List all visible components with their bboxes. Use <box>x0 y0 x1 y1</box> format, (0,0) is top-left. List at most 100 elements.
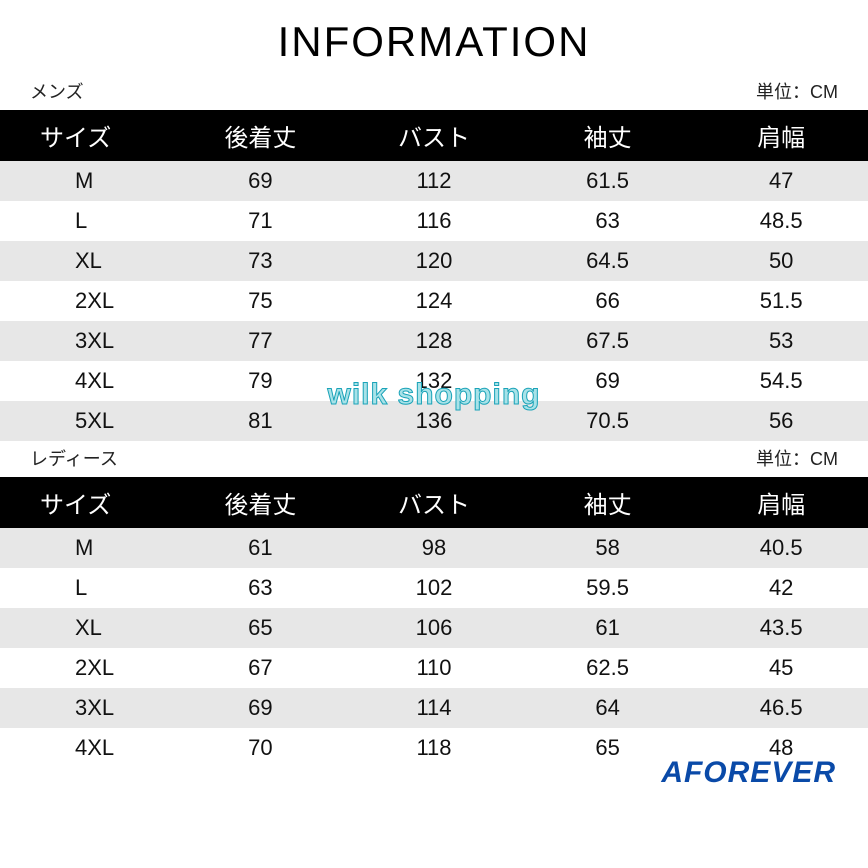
table-cell: 61 <box>521 608 695 648</box>
table-cell: 116 <box>347 201 521 241</box>
table-row: 5XL8113670.556 <box>0 401 868 441</box>
table-cell: 106 <box>347 608 521 648</box>
column-header: 袖丈 <box>521 477 695 528</box>
table-row: M6911261.547 <box>0 161 868 201</box>
table-cell: 67 <box>174 648 348 688</box>
table-row: 2XL6711062.545 <box>0 648 868 688</box>
size-table: サイズ後着丈バスト袖丈肩幅M6911261.547L711166348.5XL7… <box>0 110 868 441</box>
table-cell: 2XL <box>0 648 174 688</box>
column-header: 肩幅 <box>694 477 868 528</box>
table-header-row: サイズ後着丈バスト袖丈肩幅 <box>0 110 868 161</box>
section-label: メンズ <box>30 78 84 104</box>
table-cell: 128 <box>347 321 521 361</box>
table-cell: 124 <box>347 281 521 321</box>
page-title: INFORMATION <box>0 0 868 74</box>
column-header: 袖丈 <box>521 110 695 161</box>
table-cell: 67.5 <box>521 321 695 361</box>
sections-host: メンズ単位：CMサイズ後着丈バスト袖丈肩幅M6911261.547L711166… <box>0 74 868 768</box>
table-cell: M <box>0 528 174 568</box>
table-cell: 50 <box>694 241 868 281</box>
column-header: 後着丈 <box>174 477 348 528</box>
table-cell: 56 <box>694 401 868 441</box>
table-cell: 70 <box>174 728 348 768</box>
table-cell: 118 <box>347 728 521 768</box>
table-cell: 79 <box>174 361 348 401</box>
section-label: レディース <box>30 445 118 471</box>
table-cell: 61 <box>174 528 348 568</box>
table-row: 3XL7712867.553 <box>0 321 868 361</box>
table-cell: 112 <box>347 161 521 201</box>
column-header: サイズ <box>0 110 174 161</box>
table-cell: 69 <box>521 361 695 401</box>
table-header-row: サイズ後着丈バスト袖丈肩幅 <box>0 477 868 528</box>
table-cell: 48 <box>694 728 868 768</box>
table-row: XL7312064.550 <box>0 241 868 281</box>
table-cell: 73 <box>174 241 348 281</box>
column-header: バスト <box>347 477 521 528</box>
table-cell: 51.5 <box>694 281 868 321</box>
table-cell: 114 <box>347 688 521 728</box>
table-cell: 71 <box>174 201 348 241</box>
table-cell: 136 <box>347 401 521 441</box>
column-header: サイズ <box>0 477 174 528</box>
table-cell: 45 <box>694 648 868 688</box>
table-cell: 48.5 <box>694 201 868 241</box>
table-cell: 4XL <box>0 361 174 401</box>
table-row: XL651066143.5 <box>0 608 868 648</box>
table-row: 4XL701186548 <box>0 728 868 768</box>
table-cell: 53 <box>694 321 868 361</box>
table-cell: 47 <box>694 161 868 201</box>
table-cell: 64 <box>521 688 695 728</box>
unit-label: 単位：CM <box>756 445 838 471</box>
table-cell: M <box>0 161 174 201</box>
table-cell: 98 <box>347 528 521 568</box>
table-cell: 70.5 <box>521 401 695 441</box>
table-row: L711166348.5 <box>0 201 868 241</box>
table-cell: 132 <box>347 361 521 401</box>
table-cell: 65 <box>521 728 695 768</box>
table-cell: 61.5 <box>521 161 695 201</box>
table-cell: 69 <box>174 688 348 728</box>
table-row: L6310259.542 <box>0 568 868 608</box>
table-cell: 2XL <box>0 281 174 321</box>
table-row: 2XL751246651.5 <box>0 281 868 321</box>
table-cell: XL <box>0 608 174 648</box>
table-cell: 110 <box>347 648 521 688</box>
table-cell: 63 <box>521 201 695 241</box>
table-cell: L <box>0 201 174 241</box>
size-table: サイズ後着丈バスト袖丈肩幅M61985840.5L6310259.542XL65… <box>0 477 868 768</box>
table-cell: L <box>0 568 174 608</box>
table-cell: 5XL <box>0 401 174 441</box>
table-cell: 63 <box>174 568 348 608</box>
table-cell: 54.5 <box>694 361 868 401</box>
table-cell: 75 <box>174 281 348 321</box>
section-meta: メンズ 単位：CM <box>0 74 868 110</box>
table-cell: 66 <box>521 281 695 321</box>
table-cell: 58 <box>521 528 695 568</box>
table-cell: 3XL <box>0 688 174 728</box>
column-header: 肩幅 <box>694 110 868 161</box>
table-cell: 81 <box>174 401 348 441</box>
table-cell: 120 <box>347 241 521 281</box>
table-cell: 64.5 <box>521 241 695 281</box>
column-header: 後着丈 <box>174 110 348 161</box>
table-row: 3XL691146446.5 <box>0 688 868 728</box>
table-cell: 46.5 <box>694 688 868 728</box>
table-cell: 43.5 <box>694 608 868 648</box>
table-cell: 77 <box>174 321 348 361</box>
table-cell: 59.5 <box>521 568 695 608</box>
column-header: バスト <box>347 110 521 161</box>
table-cell: 69 <box>174 161 348 201</box>
table-cell: 65 <box>174 608 348 648</box>
table-cell: 42 <box>694 568 868 608</box>
table-cell: XL <box>0 241 174 281</box>
table-row: M61985840.5 <box>0 528 868 568</box>
table-cell: 4XL <box>0 728 174 768</box>
table-cell: 102 <box>347 568 521 608</box>
table-row: 4XL791326954.5 <box>0 361 868 401</box>
table-cell: 62.5 <box>521 648 695 688</box>
table-cell: 3XL <box>0 321 174 361</box>
section-meta: レディース 単位：CM <box>0 441 868 477</box>
unit-label: 単位：CM <box>756 78 838 104</box>
table-cell: 40.5 <box>694 528 868 568</box>
